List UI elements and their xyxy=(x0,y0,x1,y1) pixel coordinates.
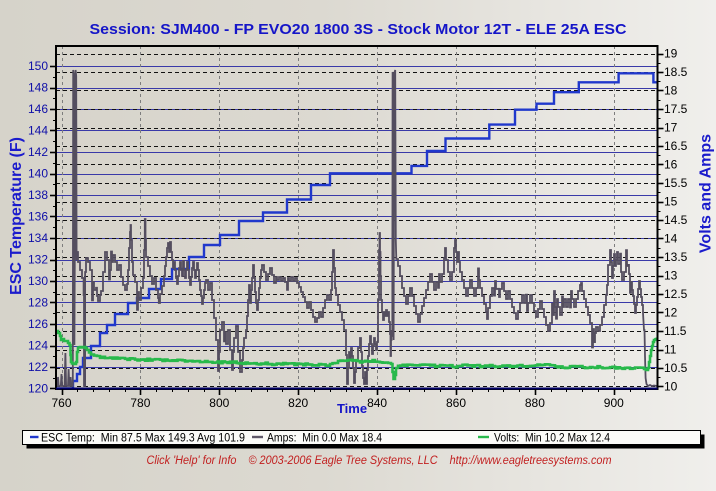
svg-text:126: 126 xyxy=(28,317,48,331)
svg-text:132: 132 xyxy=(28,253,48,267)
svg-text:820: 820 xyxy=(288,396,308,410)
svg-text:148: 148 xyxy=(28,81,48,95)
svg-text:138: 138 xyxy=(28,188,48,202)
svg-text:11: 11 xyxy=(664,343,677,357)
svg-text:11.5: 11.5 xyxy=(664,324,687,338)
svg-text:144: 144 xyxy=(28,124,48,138)
svg-text:10.5: 10.5 xyxy=(664,361,688,375)
svg-text:10: 10 xyxy=(664,380,678,394)
svg-text:14: 14 xyxy=(664,232,678,246)
svg-text:17.5: 17.5 xyxy=(664,102,688,116)
svg-text:860: 860 xyxy=(446,396,466,410)
svg-text:124: 124 xyxy=(28,339,48,353)
svg-text:Amps: Min 0.0 Max 18.4: Amps: Min 0.0 Max 18.4 xyxy=(267,431,382,445)
svg-text:12.5: 12.5 xyxy=(664,287,688,301)
svg-text:Volts and Amps: Volts and Amps xyxy=(698,134,715,253)
svg-text:140: 140 xyxy=(28,167,48,181)
svg-text:12: 12 xyxy=(664,306,678,320)
svg-text:Time: Time xyxy=(337,401,367,416)
svg-text:900: 900 xyxy=(604,396,624,410)
svg-text:122: 122 xyxy=(28,360,48,374)
svg-text:17: 17 xyxy=(664,121,678,135)
svg-text:840: 840 xyxy=(367,396,387,410)
svg-text:128: 128 xyxy=(28,296,48,310)
svg-text:136: 136 xyxy=(28,210,48,224)
svg-text:134: 134 xyxy=(28,231,48,245)
svg-text:146: 146 xyxy=(28,102,48,116)
svg-text:16.5: 16.5 xyxy=(664,139,688,153)
svg-text:18: 18 xyxy=(664,84,678,98)
svg-text:142: 142 xyxy=(28,145,48,159)
svg-text:ESC Temperature (F): ESC Temperature (F) xyxy=(8,137,25,295)
svg-text:16: 16 xyxy=(664,158,678,172)
svg-text:Volts: Min 10.2 Max 12.4: Volts: Min 10.2 Max 12.4 xyxy=(494,431,610,445)
svg-text:ESC Temp: Min 87.5 Max 149.3: ESC Temp: Min 87.5 Max 149.3 Avg 101.9 xyxy=(41,431,245,445)
svg-text:13: 13 xyxy=(664,269,678,283)
svg-text:120: 120 xyxy=(28,382,48,396)
svg-text:Session: SJM400 - FP EVO20 180: Session: SJM400 - FP EVO20 1800 3S - Sto… xyxy=(90,21,627,38)
svg-text:780: 780 xyxy=(130,396,150,410)
svg-text:760: 760 xyxy=(51,396,71,410)
svg-text:880: 880 xyxy=(525,396,545,410)
svg-text:130: 130 xyxy=(28,274,48,288)
svg-text:13.5: 13.5 xyxy=(664,250,688,264)
svg-text:15.5: 15.5 xyxy=(664,176,688,190)
svg-text:150: 150 xyxy=(28,59,48,73)
svg-text:15: 15 xyxy=(664,195,678,209)
svg-text:Click 'Help' for Info © 200: Click 'Help' for Info © 2003-2006 Eagle … xyxy=(147,455,612,467)
svg-text:18.5: 18.5 xyxy=(664,65,688,79)
svg-text:800: 800 xyxy=(209,396,229,410)
svg-text:19: 19 xyxy=(664,47,678,61)
svg-text:14.5: 14.5 xyxy=(664,213,688,227)
